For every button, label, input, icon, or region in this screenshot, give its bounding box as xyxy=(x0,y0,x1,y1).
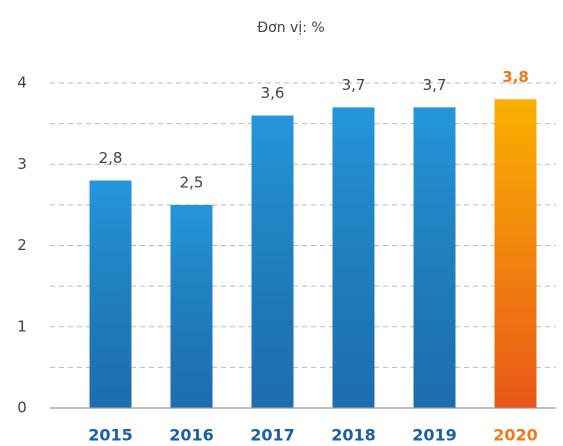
bar xyxy=(494,99,537,408)
x-tick-label: 2016 xyxy=(169,426,214,445)
value-label: 3,7 xyxy=(342,76,366,94)
y-tick-label: 2 xyxy=(17,236,27,254)
y-tick-label: 1 xyxy=(17,317,27,335)
value-label: 2,8 xyxy=(99,149,123,167)
y-tick-label: 0 xyxy=(17,399,27,417)
value-label: 2,5 xyxy=(180,173,204,191)
value-label: 3,7 xyxy=(423,76,447,94)
bar xyxy=(170,204,213,408)
x-tick-label: 2015 xyxy=(88,426,133,445)
bar xyxy=(251,115,294,408)
x-tick-label: 2019 xyxy=(412,426,457,445)
value-label: 3,6 xyxy=(261,84,285,102)
x-tick-label: 2020 xyxy=(493,426,538,445)
x-tick-label: 2017 xyxy=(250,426,295,445)
x-tick-label: 2018 xyxy=(331,426,376,445)
value-label: 3,8 xyxy=(502,68,529,86)
bar xyxy=(413,107,456,408)
chart-subtitle: Đơn vị: % xyxy=(257,20,324,36)
y-tick-label: 4 xyxy=(17,74,27,92)
bar xyxy=(89,180,132,408)
y-tick-label: 3 xyxy=(17,155,27,173)
bar xyxy=(332,107,375,408)
